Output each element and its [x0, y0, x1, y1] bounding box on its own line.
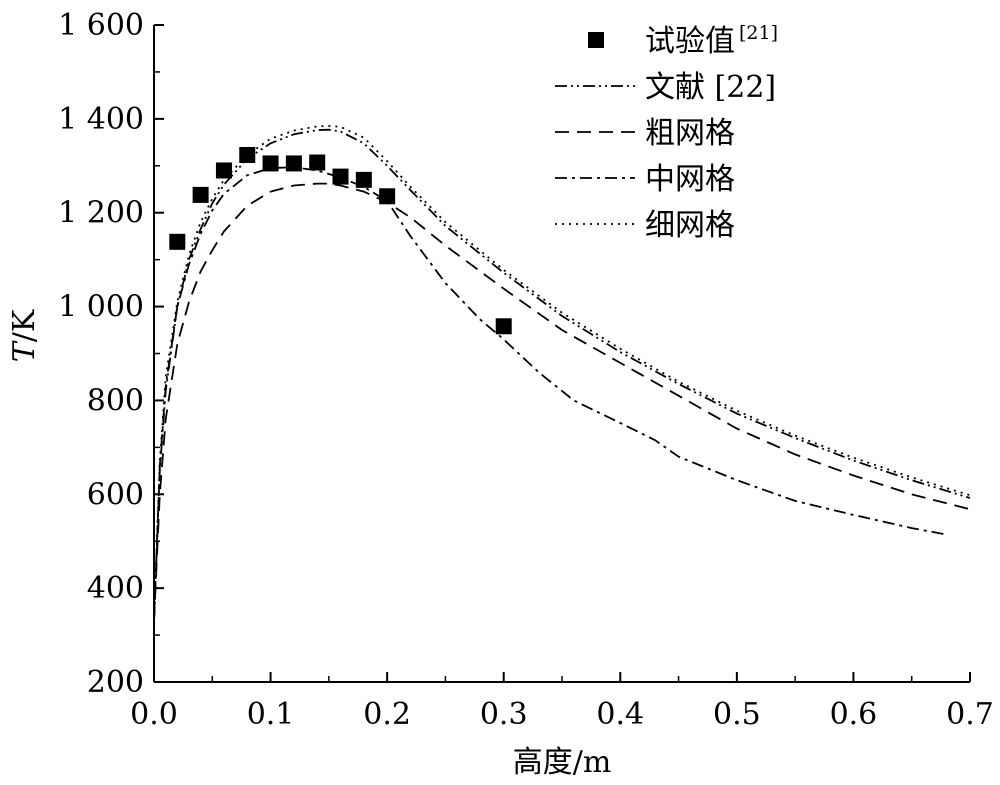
y-tick-label: 1 200 [58, 196, 144, 231]
legend-item-3: 中网格 [555, 162, 735, 197]
legend-label: 细网格 [645, 208, 735, 243]
y-tick-label: 1 000 [58, 290, 144, 325]
series-0-point [355, 171, 372, 188]
y-tick-label: 1 400 [58, 102, 144, 137]
y-tick-label: 1 600 [58, 8, 144, 43]
x-tick-label: 0.3 [480, 697, 528, 732]
legend-label: 文献 [22] [645, 70, 776, 105]
legend-item-1: 文献 [22] [555, 70, 776, 105]
y-axis-title: T/K [7, 309, 42, 362]
legend-label-text: 中网格 [645, 162, 735, 197]
y-tick-label: 600 [87, 477, 144, 512]
series-0-point [239, 146, 256, 163]
legend-item-4: 细网格 [555, 208, 735, 243]
legend-item-0: 试验值 [21] [588, 22, 778, 59]
series-0-point [262, 155, 279, 172]
y-tick-label: 400 [87, 571, 144, 606]
series-2-line [153, 182, 971, 622]
series-4-line [153, 125, 971, 622]
legend-label: 中网格 [645, 162, 735, 197]
x-tick-label: 0.0 [130, 697, 178, 732]
x-tick-label: 0.4 [596, 697, 644, 732]
legend-label-text: 文献 [22] [645, 70, 776, 105]
series-0-point [332, 168, 349, 185]
series-0-point [309, 154, 326, 171]
legend-label: 粗网格 [645, 116, 735, 151]
plot-area [153, 125, 971, 622]
x-tick-label: 0.6 [830, 697, 878, 732]
x-axis-title: 高度/m [513, 745, 612, 780]
y-axis-title-unit: /K [7, 309, 42, 342]
legend-marker [588, 32, 604, 48]
ticks: 0.0 0.1 0.2 0.3 0.4 0.5 0.6 0.7 200 400 600 800 1 00… [58, 8, 994, 732]
series-3-line [153, 166, 947, 622]
x-tick-label: 0.5 [713, 697, 761, 732]
legend-label-text: 粗网格 [645, 116, 735, 151]
legend-label: 试验值 [21] [645, 22, 778, 59]
y-tick-label: 800 [87, 383, 144, 418]
legend-label-text: 细网格 [645, 208, 735, 243]
legend-item-2: 粗网格 [555, 116, 735, 151]
series-0-point [192, 186, 209, 203]
series-0-point [215, 162, 232, 179]
series-0-point [285, 155, 302, 172]
legend-label-superscript: [21] [739, 22, 778, 44]
x-tick-label: 0.7 [946, 697, 994, 732]
y-axis-title-symbol: T [7, 340, 42, 362]
x-tick-label: 0.2 [363, 697, 411, 732]
axes [153, 25, 970, 683]
y-tick-label: 200 [87, 665, 144, 700]
series-1-line [153, 128, 971, 622]
x-tick-label: 0.1 [247, 697, 295, 732]
legend-label-text: 试验值 [645, 24, 735, 59]
series-0-point [169, 233, 186, 250]
series-0-point [495, 318, 512, 335]
